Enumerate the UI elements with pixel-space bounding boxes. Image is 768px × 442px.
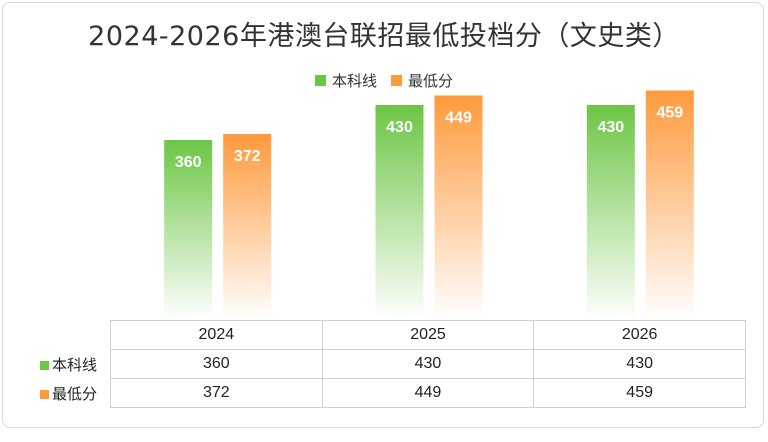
data-table-cell: 449	[321, 378, 535, 408]
data-table-cell: 430	[321, 349, 535, 379]
data-label-series-0-2026: 430	[597, 119, 624, 136]
data-table-key-series-0	[40, 360, 49, 370]
data-table-row-series-1: 最低分 372 449 459	[32, 378, 746, 408]
data-table-row-series-0: 本科线 360 430 430	[32, 349, 746, 379]
data-table: 2024 2025 2026 本科线 360 430 430 最低分 372 4…	[32, 320, 746, 408]
legend: 本科线 最低分	[0, 70, 768, 91]
data-label-series-0-2024: 360	[175, 154, 202, 171]
data-table-cell: 360	[110, 349, 323, 379]
data-table-rowhead-series-1: 最低分	[32, 378, 111, 408]
legend-item-series-0: 本科线	[314, 70, 377, 91]
data-table-key-series-1	[40, 389, 49, 399]
data-label-series-1-2026: 459	[656, 105, 683, 122]
legend-label-series-1: 最低分	[408, 72, 454, 90]
chart-title: 2024-2026年港澳台联招最低投档分（文史类）	[88, 21, 680, 52]
legend-item-series-1: 最低分	[391, 70, 453, 91]
data-table-col-2026: 2026	[533, 320, 746, 350]
data-table-rowlabel-series-0: 本科线	[52, 355, 98, 374]
data-label-series-1-2024: 372	[234, 148, 261, 165]
data-table-rowhead-series-0: 本科线	[32, 349, 111, 379]
legend-swatch-series-0	[314, 75, 326, 86]
legend-swatch-series-1	[391, 75, 402, 86]
bar-series-0-2025	[375, 105, 424, 320]
data-label-series-1-2025: 449	[445, 110, 472, 127]
data-table-cell: 459	[533, 378, 746, 408]
data-table-col-2025: 2025	[321, 320, 535, 350]
data-table-cell: 372	[110, 378, 323, 408]
bar-series-0-2024	[164, 140, 213, 320]
bar-series-1-2026	[645, 90, 694, 320]
data-table-header-row: 2024 2025 2026	[32, 320, 746, 350]
data-table-rowlabel-series-1: 最低分	[52, 384, 98, 403]
bar-series-1-2025	[434, 95, 483, 320]
bar-series-0-2026	[586, 105, 635, 320]
data-table-col-2024: 2024	[110, 320, 323, 350]
data-label-series-0-2025: 430	[386, 119, 413, 136]
data-table-cell: 430	[533, 349, 746, 379]
data-table-corner	[32, 321, 111, 350]
bar-series-1-2024	[223, 134, 272, 320]
legend-label-series-0: 本科线	[331, 72, 377, 90]
